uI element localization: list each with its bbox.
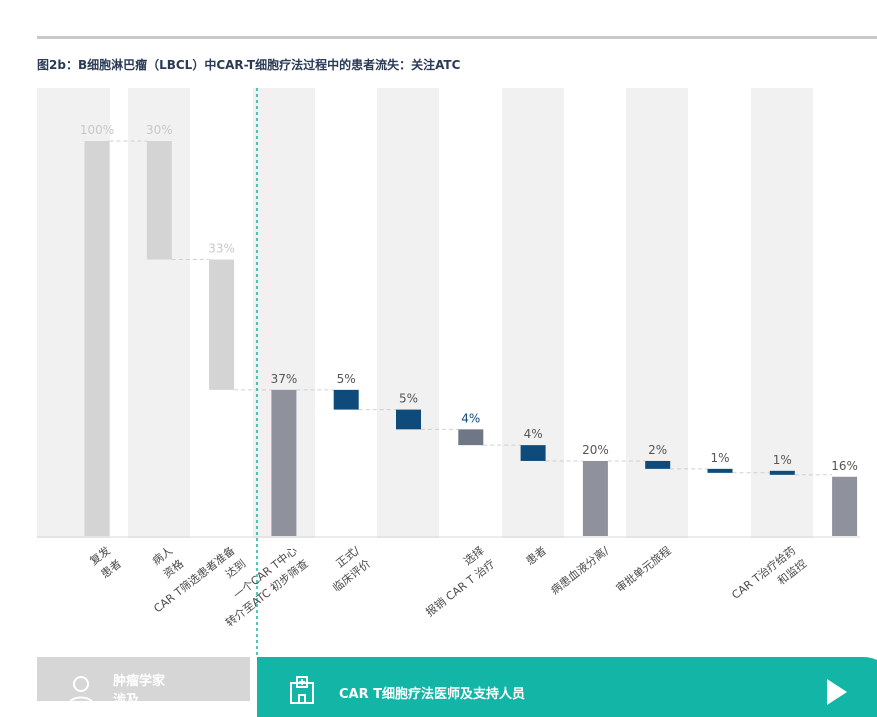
waterfall-bar — [458, 429, 484, 446]
waterfall-bar — [396, 409, 421, 430]
category-label: 审批单元旅程 — [613, 543, 674, 595]
category-label: 患者 — [524, 544, 549, 568]
waterfall-bar — [146, 141, 172, 260]
bar-value-label: 33% — [208, 242, 235, 256]
waterfall-bar — [209, 259, 235, 390]
bar-value-label: 20% — [582, 443, 609, 457]
hospital-icon — [290, 676, 314, 704]
chart-title: 图2b：B细胞淋巴瘤（LBCL）中CAR-T细胞疗法过程中的患者流失：关注ATC — [37, 58, 461, 72]
bar-value-label: 5% — [337, 372, 356, 386]
bar-value-label: 4% — [461, 411, 480, 425]
waterfall-bar — [832, 476, 858, 536]
oncologist-panel: 肿瘤学家 涉及 — [37, 657, 250, 708]
background-band — [502, 88, 564, 538]
waterfall-bar — [333, 389, 359, 410]
bar-value-label: 4% — [524, 427, 543, 441]
car-t-team-panel: CAR T细胞疗法医师及支持人员 — [257, 657, 877, 717]
bar-value-label: 5% — [399, 392, 418, 406]
waterfall-bar — [84, 141, 110, 536]
bar-value-label: 37% — [271, 372, 298, 386]
background-band — [626, 88, 688, 538]
oncologist-label: 肿瘤学家 — [113, 674, 166, 689]
background-band — [377, 88, 439, 538]
bar-value-label: 1% — [710, 451, 729, 465]
waterfall-bar — [520, 445, 546, 461]
waterfall-bar — [271, 389, 297, 536]
car-t-team-label: CAR T细胞疗法医师及支持人员 — [339, 687, 526, 702]
waterfall-chart: 100% 30%33%37% 5%5%4%4%20% 2%1% 1% 16%复发患者病人资… — [37, 88, 860, 656]
bar-value-label: 1% — [773, 453, 792, 467]
bar-value-label: 100% — [80, 123, 114, 137]
waterfall-bar — [769, 470, 795, 475]
bar-value-label: 2% — [648, 443, 667, 457]
bar-value-label: 30% — [146, 123, 173, 137]
bar-value-label: 16% — [831, 459, 858, 473]
background-band — [751, 88, 813, 538]
next-arrow-icon[interactable] — [825, 679, 849, 705]
top-divider — [37, 36, 877, 39]
category-label: 病患血液分离/ — [548, 543, 612, 597]
waterfall-bar — [645, 460, 671, 469]
waterfall-bar — [707, 468, 733, 473]
waterfall-bar — [582, 460, 608, 536]
category-label: 报销 CAR T 治疗 — [423, 556, 498, 619]
